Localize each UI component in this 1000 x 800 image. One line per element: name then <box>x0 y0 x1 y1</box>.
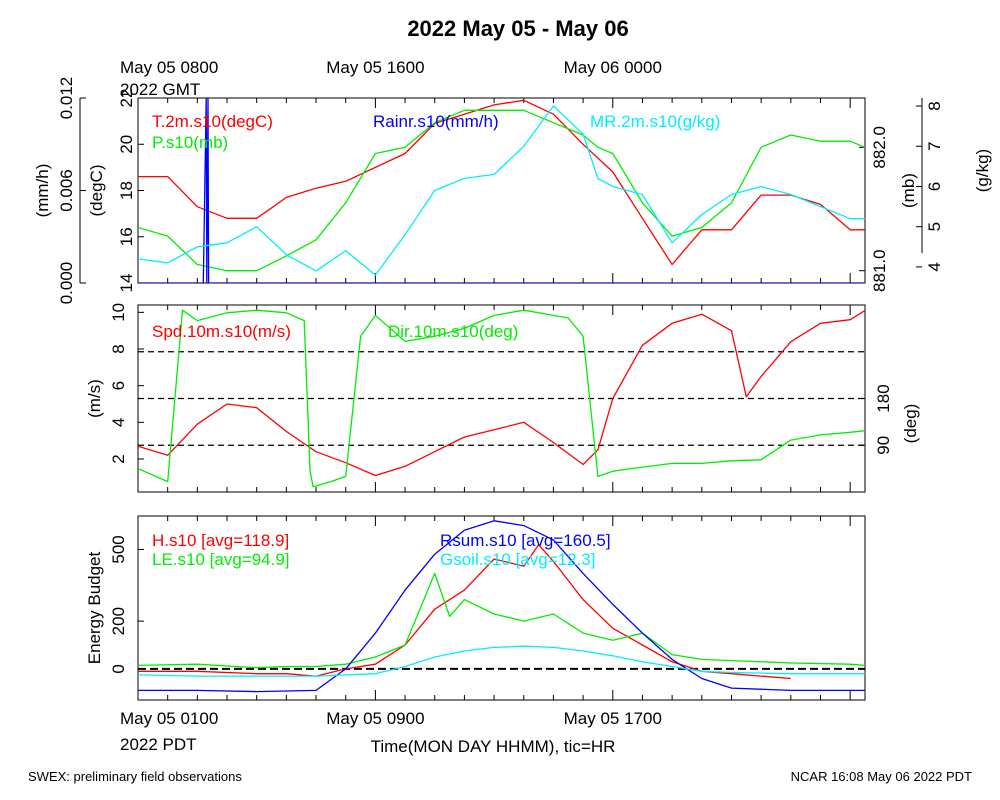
series-line <box>138 105 865 276</box>
y-tick-label: 6 <box>925 182 944 191</box>
y-tick-label: 0.006 <box>57 169 76 212</box>
y-tick-label: 14 <box>117 274 136 293</box>
y-tick-label: 8 <box>925 101 944 110</box>
top-time-labels: May 05 0800 2022 GMT May 05 1600 May 06 000… <box>120 58 662 99</box>
y-tick-label: 881.0 <box>870 249 889 292</box>
series-line <box>138 309 865 488</box>
series-group <box>138 309 865 488</box>
y-tick-label: 22 <box>117 89 136 108</box>
y-axis-label: (m/s) <box>85 379 104 418</box>
panel-met: 0.000 0.006 0.012 (mm/h) 14 16 18 20 22 (degC) 881… <box>33 77 992 305</box>
panel-frame <box>137 515 866 701</box>
y-tick-label: 0.012 <box>57 77 76 120</box>
bottom-time-label: May 05 0900 <box>326 709 424 728</box>
x-axis-label: Time(MON DAY HHMM), tic=HR <box>371 737 616 756</box>
top-time-label: May 05 1600 <box>326 58 424 77</box>
chart-title: 2022 May 05 - May 06 <box>407 16 628 41</box>
y-tick-label: 7 <box>925 142 944 151</box>
series-line <box>138 645 865 677</box>
y-axis-label: (degC) <box>87 165 106 217</box>
y-tick-label: 4 <box>925 262 944 271</box>
panel-wind: 2 4 6 8 10 (m/s) 90 180 (deg) Spd.10m.s10(m/s) Dir… <box>85 303 920 493</box>
bottom-time-labels: May 05 0100 2022 PDT May 05 0900 May 05 170… <box>120 709 662 754</box>
legend-label: Spd.10m.s10(m/s) <box>152 322 291 341</box>
legend-label: T.2m.s10(degC) <box>152 112 273 131</box>
series-line <box>138 98 865 283</box>
y-tick-label: 2 <box>109 454 128 463</box>
series-group <box>138 98 865 283</box>
y-tick-label: 200 <box>109 607 128 635</box>
y-tick-label: 8 <box>109 344 128 353</box>
legend-label: LE.s10 [avg=94.9] <box>152 550 290 569</box>
y-tick-label: 4 <box>109 418 128 427</box>
legend-label: Rainr.s10(mm/h) <box>373 112 499 131</box>
y-tick-label: 10 <box>109 303 128 322</box>
legend-label: H.s10 [avg=118.9] <box>152 531 289 550</box>
bottom-time-label: May 05 1700 <box>564 709 662 728</box>
top-time-label-line2: 2022 GMT <box>120 80 200 99</box>
top-time-label: May 05 0800 <box>120 58 218 77</box>
y-tick-label: 500 <box>109 535 128 563</box>
y-axis-label: (mb) <box>899 173 918 208</box>
footer-left: SWEX: preliminary field observations <box>28 769 242 784</box>
y-tick-label: 18 <box>117 181 136 200</box>
chart-panels: 0.0000.0060.012(mm/h)1416182022(degC)881… <box>33 77 992 701</box>
series-line <box>138 572 865 669</box>
y-tick-label: 180 <box>874 384 893 412</box>
y-tick-label: 882.0 <box>870 126 889 169</box>
bottom-time-label-line2: 2022 PDT <box>120 735 197 754</box>
legend-label: P.s10(mb) <box>152 133 228 152</box>
y-tick-label: 16 <box>117 227 136 246</box>
y-tick-label: 0.000 <box>57 262 76 305</box>
y-axis-label: Energy Budget <box>85 551 104 664</box>
bottom-time-label: May 05 0100 <box>120 709 218 728</box>
series-group <box>138 520 865 693</box>
series-line <box>138 544 791 680</box>
legend-label: Dir.10m.s10(deg) <box>388 322 518 341</box>
y-tick-label: 0 <box>109 664 128 673</box>
series-line <box>138 309 865 477</box>
top-time-label: May 06 0000 <box>564 58 662 77</box>
panel-energy: 0 200 500 Energy Budget H.s10 [avg=118.9]LE.… <box>85 515 866 701</box>
y-tick-label: 5 <box>925 222 944 231</box>
y-tick-label: 20 <box>117 135 136 154</box>
y-axis-label: (mm/h) <box>33 164 52 218</box>
legend-label: Gsoil.s10 [avg=12.3] <box>440 550 595 569</box>
y-tick-label: 6 <box>109 381 128 390</box>
footer-right: NCAR 16:08 May 06 2022 PDT <box>791 769 972 784</box>
legend-label: Rsum.s10 [avg=160.5] <box>440 531 611 550</box>
series-line <box>138 520 865 693</box>
legend-label: MR.2m.s10(g/kg) <box>590 112 720 131</box>
series-line <box>138 109 865 272</box>
y-axis-label: (g/kg) <box>973 149 992 192</box>
y-tick-label: 90 <box>874 436 893 455</box>
series-line <box>138 99 865 266</box>
y-axis-label: (deg) <box>901 404 920 444</box>
